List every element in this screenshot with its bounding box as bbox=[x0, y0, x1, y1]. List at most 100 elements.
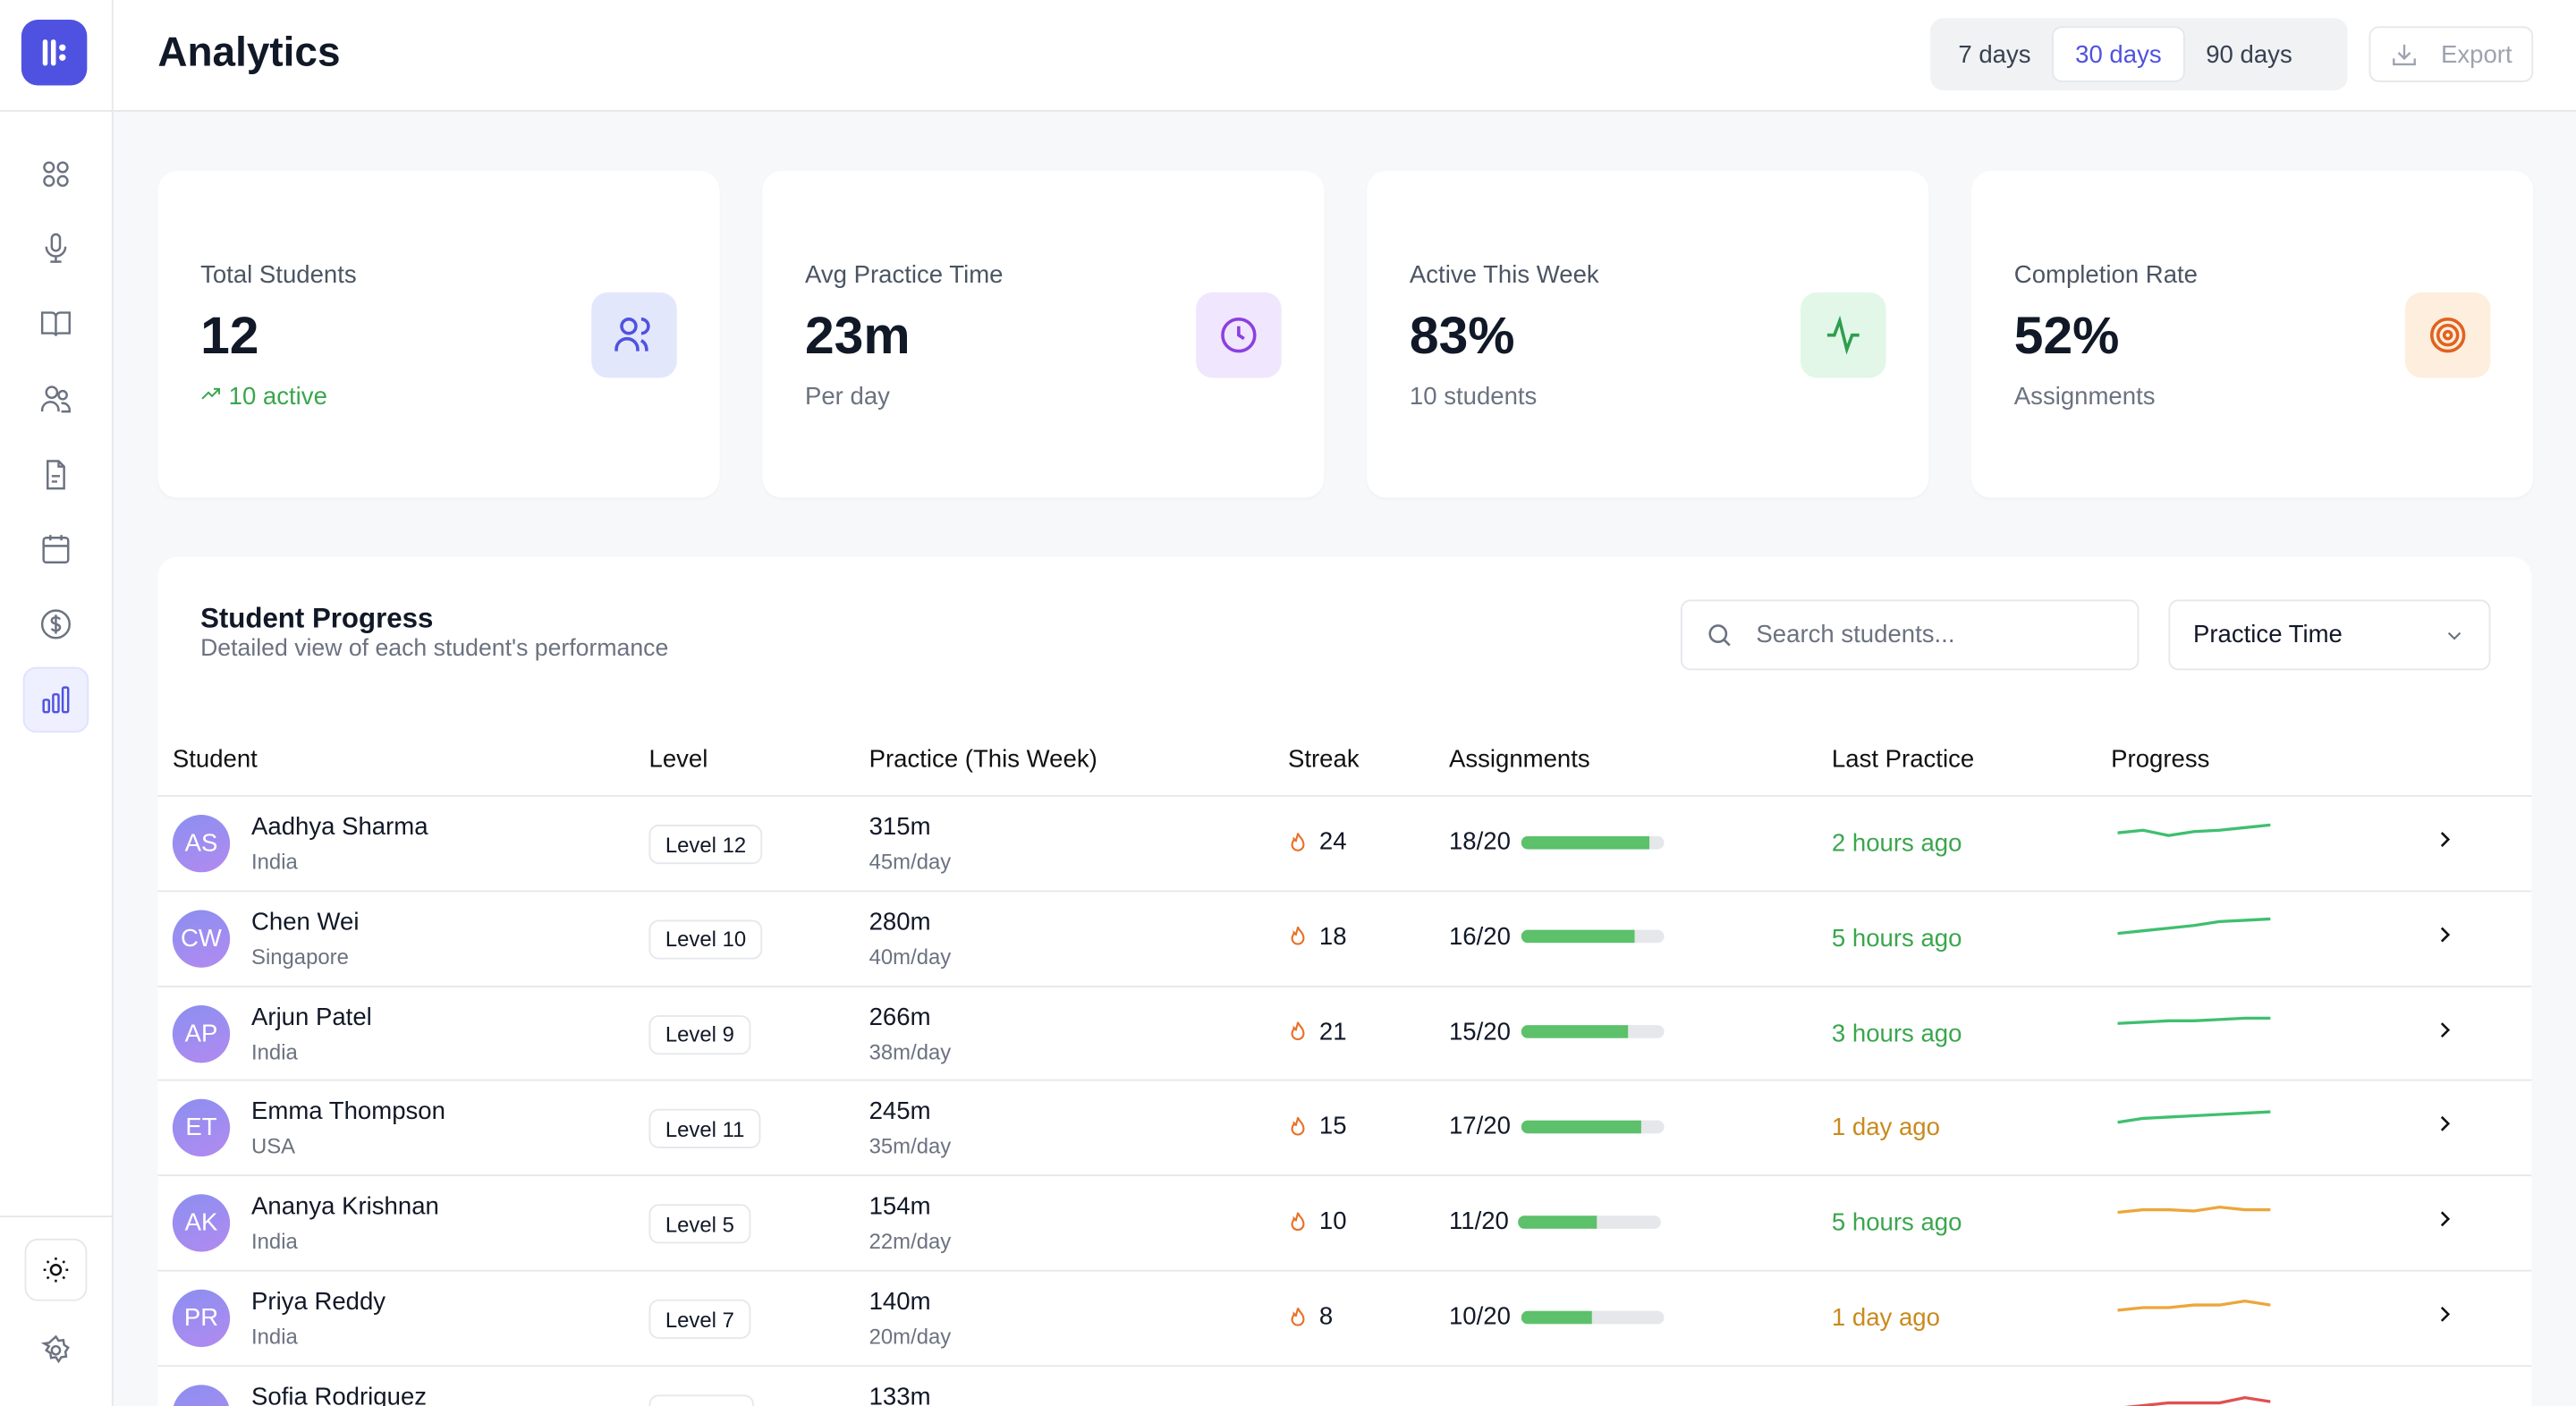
stat-sub-text: Assignments bbox=[2013, 382, 2156, 411]
table-row[interactable]: CW Chen Wei 280m Singapore Level 10 40m/… bbox=[157, 892, 2531, 987]
nav-microphone[interactable] bbox=[23, 216, 89, 281]
practice-minutes: 154m bbox=[869, 1192, 931, 1222]
practice-minutes: 245m bbox=[869, 1097, 931, 1126]
last-practice: 3 hours ago bbox=[1831, 1019, 1962, 1048]
assignments: 15/20 bbox=[1449, 1018, 1664, 1046]
student-name: Aadhya Sharma bbox=[251, 813, 428, 842]
chevron-right-icon[interactable] bbox=[2433, 921, 2456, 947]
stat-card: Avg Practice Time 23m Per day bbox=[762, 171, 1325, 498]
last-practice: 1 day ago bbox=[1831, 1304, 1940, 1333]
row-divider bbox=[157, 985, 2532, 987]
nav-billing[interactable] bbox=[23, 591, 89, 656]
table-row[interactable]: ET Emma Thompson 245m USA Level 11 35m/d… bbox=[157, 1081, 2531, 1177]
nav-documents[interactable] bbox=[23, 442, 89, 507]
theme-toggle-button[interactable] bbox=[24, 1238, 88, 1301]
column-header-streak[interactable]: Streak bbox=[1287, 745, 1360, 775]
table-row[interactable]: Sofia Rodriguez 133m bbox=[157, 1367, 2531, 1406]
practice-minutes: 140m bbox=[869, 1287, 931, 1317]
column-header-last-practice[interactable]: Last Practice bbox=[1831, 745, 1975, 775]
student-country: India bbox=[251, 1229, 298, 1254]
assignments-progress-bar bbox=[1520, 1120, 1664, 1134]
row-divider bbox=[157, 1080, 2532, 1082]
streak: 15 bbox=[1286, 1113, 1347, 1140]
column-header-assignments[interactable]: Assignments bbox=[1448, 745, 1590, 775]
streak: 24 bbox=[1286, 828, 1347, 856]
column-header-student[interactable]: Student bbox=[172, 745, 258, 775]
range-7-days[interactable]: 7 days bbox=[1958, 39, 2031, 69]
avatar: AS bbox=[172, 815, 231, 873]
streak-count: 8 bbox=[1318, 1302, 1334, 1331]
app-logo[interactable] bbox=[21, 20, 88, 86]
column-header-level[interactable]: Level bbox=[648, 745, 708, 775]
last-practice: 2 hours ago bbox=[1831, 829, 1962, 858]
practice-minutes: 280m bbox=[869, 908, 931, 936]
avatar: AP bbox=[172, 1004, 231, 1063]
row-divider bbox=[157, 794, 2532, 797]
chevron-right-icon[interactable] bbox=[2433, 1301, 2456, 1327]
table-row[interactable]: PR Priya Reddy 140m India Level 7 20m/da… bbox=[157, 1272, 2531, 1368]
table-row[interactable]: AP Arjun Patel 266m India Level 9 38m/da… bbox=[157, 987, 2531, 1082]
column-header-progress[interactable]: Progress bbox=[2111, 745, 2210, 775]
range-selector: 7 days 30 days 90 days bbox=[1930, 18, 2348, 91]
table-row[interactable]: AK Ananya Krishnan 154m India Level 5 22… bbox=[157, 1176, 2531, 1272]
nav-students[interactable] bbox=[23, 367, 89, 432]
avatar: ET bbox=[172, 1099, 231, 1157]
assignments: 10/20 bbox=[1449, 1303, 1664, 1331]
export-button[interactable]: Export bbox=[2368, 26, 2534, 82]
document-icon bbox=[47, 460, 65, 490]
column-header-practice[interactable]: Practice (This Week) bbox=[869, 745, 1097, 775]
grid-icon bbox=[43, 161, 69, 187]
range-90-days[interactable]: 90 days bbox=[2206, 39, 2292, 69]
assignments-progress-fill bbox=[1520, 1309, 1592, 1324]
row-divider bbox=[157, 1364, 2532, 1367]
last-practice: 5 hours ago bbox=[1831, 924, 1962, 953]
page-title: Analytics bbox=[157, 30, 341, 76]
chevron-right-icon[interactable] bbox=[2433, 1111, 2456, 1137]
nav-calendar[interactable] bbox=[23, 516, 89, 581]
search-input[interactable] bbox=[1756, 621, 2085, 649]
flame-icon bbox=[1291, 1116, 1305, 1136]
assignments: 17/20 bbox=[1449, 1113, 1664, 1140]
stat-sub-text: 10 students bbox=[1409, 382, 1538, 411]
chevron-right-icon[interactable] bbox=[2433, 1016, 2456, 1042]
sort-value: Practice Time bbox=[2192, 621, 2343, 649]
level-badge bbox=[648, 1393, 755, 1406]
streak-count: 18 bbox=[1318, 922, 1347, 952]
search-icon bbox=[1708, 624, 1731, 647]
clock-icon bbox=[1196, 292, 1282, 378]
section-subtitle: Detailed view of each student's performa… bbox=[200, 635, 669, 663]
users-icon bbox=[591, 292, 677, 378]
stat-sub: 10 active bbox=[200, 383, 327, 411]
assignments-progress-bar bbox=[1520, 1309, 1664, 1324]
stat-label: Completion Rate bbox=[2013, 261, 2199, 290]
table-row[interactable]: AS Aadhya Sharma 315m India Level 12 45m… bbox=[157, 797, 2531, 893]
stat-sub-text: 10 active bbox=[228, 382, 327, 411]
practice-per-day: 40m/day bbox=[869, 944, 952, 970]
level-badge: Level 7 bbox=[648, 1299, 751, 1339]
streak-count: 21 bbox=[1318, 1018, 1347, 1046]
nav-analytics[interactable] bbox=[22, 666, 89, 733]
flame-icon bbox=[1291, 1021, 1305, 1041]
bar-chart-icon bbox=[42, 686, 70, 714]
assignments-progress-bar bbox=[1520, 1025, 1664, 1038]
student-name: Sofia Rodriguez bbox=[251, 1383, 428, 1406]
sort-select[interactable]: Practice Time bbox=[2168, 599, 2491, 671]
settings-button[interactable] bbox=[25, 1319, 88, 1382]
level-badge: Level 10 bbox=[648, 919, 763, 960]
stat-card: Active This Week 83% 10 students bbox=[1367, 171, 1929, 498]
flame-icon bbox=[1291, 1307, 1305, 1326]
student-country: India bbox=[251, 849, 298, 875]
level-badge: Level 5 bbox=[648, 1204, 751, 1244]
dollar-icon bbox=[40, 609, 71, 639]
assignments-progress-bar bbox=[1518, 1215, 1662, 1229]
nav-dashboard[interactable] bbox=[23, 141, 89, 207]
assignments: 11/20 bbox=[1449, 1207, 1662, 1236]
sidebar bbox=[0, 0, 114, 1406]
chevron-right-icon[interactable] bbox=[2433, 826, 2456, 852]
chevron-down-icon bbox=[2447, 631, 2462, 639]
row-divider bbox=[157, 1269, 2532, 1272]
nav-library[interactable] bbox=[23, 291, 89, 356]
range-30-days[interactable]: 30 days bbox=[2052, 26, 2185, 82]
practice-per-day: 35m/day bbox=[869, 1134, 952, 1159]
chevron-right-icon[interactable] bbox=[2433, 1206, 2456, 1232]
